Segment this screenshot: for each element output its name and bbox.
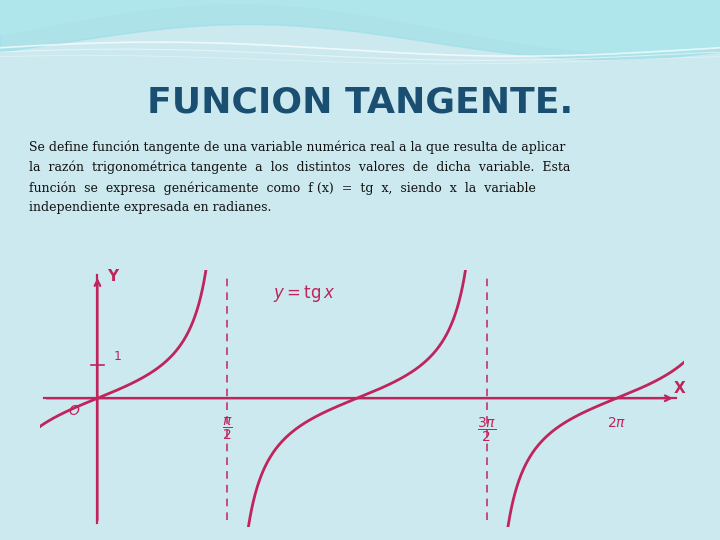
Polygon shape <box>0 0 720 52</box>
Text: Y: Y <box>107 269 118 284</box>
Polygon shape <box>0 0 720 59</box>
Text: $\dfrac{3\pi}{2}$: $\dfrac{3\pi}{2}$ <box>477 416 496 444</box>
Text: $y = \mathrm{tg}\, x$: $y = \mathrm{tg}\, x$ <box>273 283 336 304</box>
Text: $\dfrac{\pi}{2}$: $\dfrac{\pi}{2}$ <box>222 416 233 442</box>
Text: X: X <box>674 381 685 396</box>
Text: O: O <box>69 404 80 418</box>
Text: $2\pi$: $2\pi$ <box>607 416 626 430</box>
Text: FUNCION TANGENTE.: FUNCION TANGENTE. <box>147 86 573 119</box>
Text: 1: 1 <box>114 350 122 363</box>
Text: Se define función tangente de una variable numérica real a la que resulta de apl: Se define función tangente de una variab… <box>29 140 570 214</box>
